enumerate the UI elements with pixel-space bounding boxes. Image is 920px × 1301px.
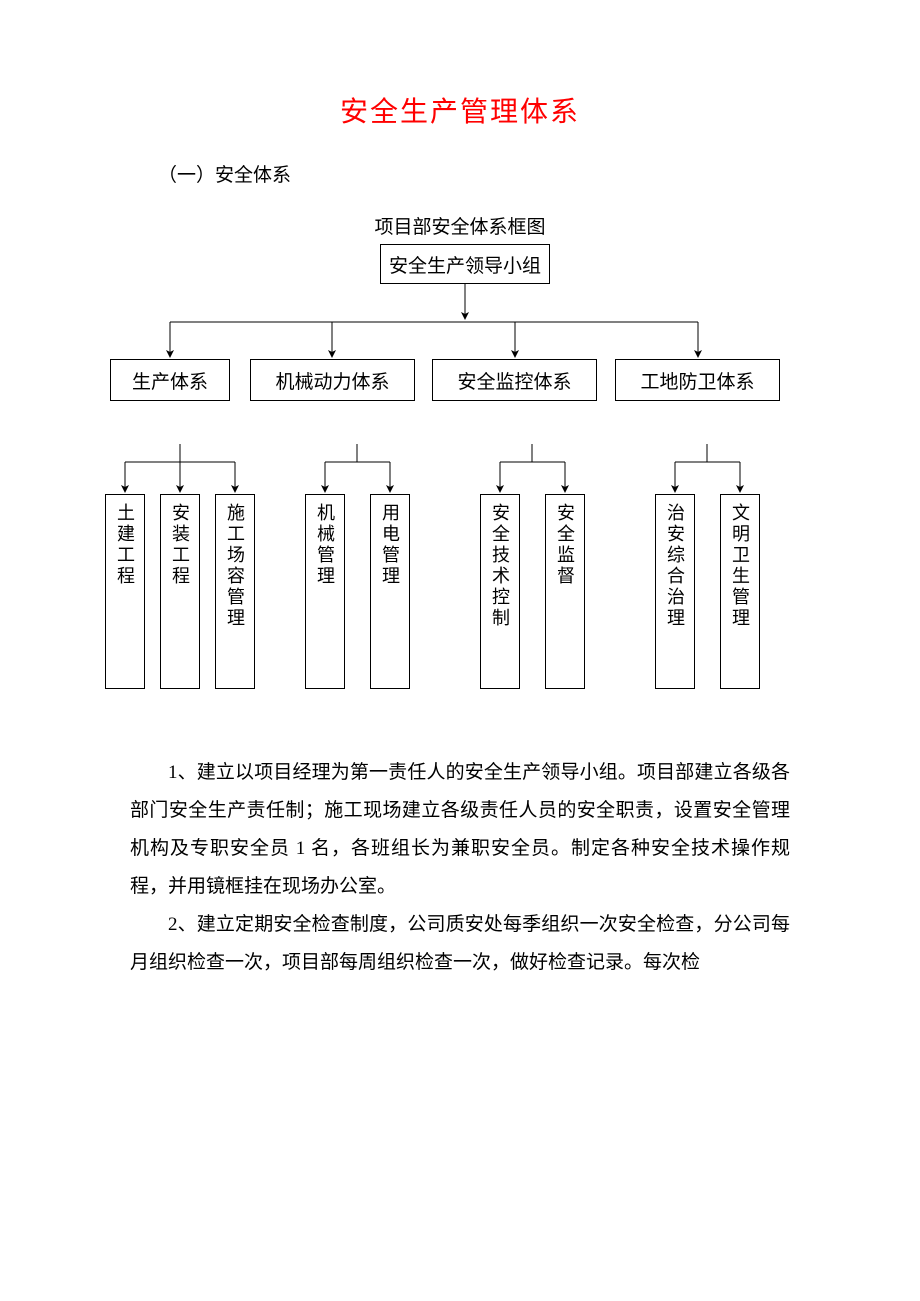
diagram-title: 项目部安全体系框图 (0, 212, 920, 239)
paragraph-2: 2、建立定期安全检查制度，公司质安处每季组织一次安全检查，分公司每月组织检查一次… (130, 906, 790, 982)
page-title: 安全生产管理体系 (0, 90, 920, 130)
org-flowchart: 安全生产领导小组 生产体系 机械动力体系 安全监控体系 工地防卫体系 土建工程 … (110, 244, 810, 734)
flowchart-connectors (110, 244, 810, 734)
section-heading: （一）安全体系 (158, 160, 920, 187)
paragraph-1: 1、建立以项目经理为第一责任人的安全生产领导小组。项目部建立各级各部门安全生产责… (130, 754, 790, 906)
body-text: 1、建立以项目经理为第一责任人的安全生产领导小组。项目部建立各级各部门安全生产责… (130, 754, 790, 982)
